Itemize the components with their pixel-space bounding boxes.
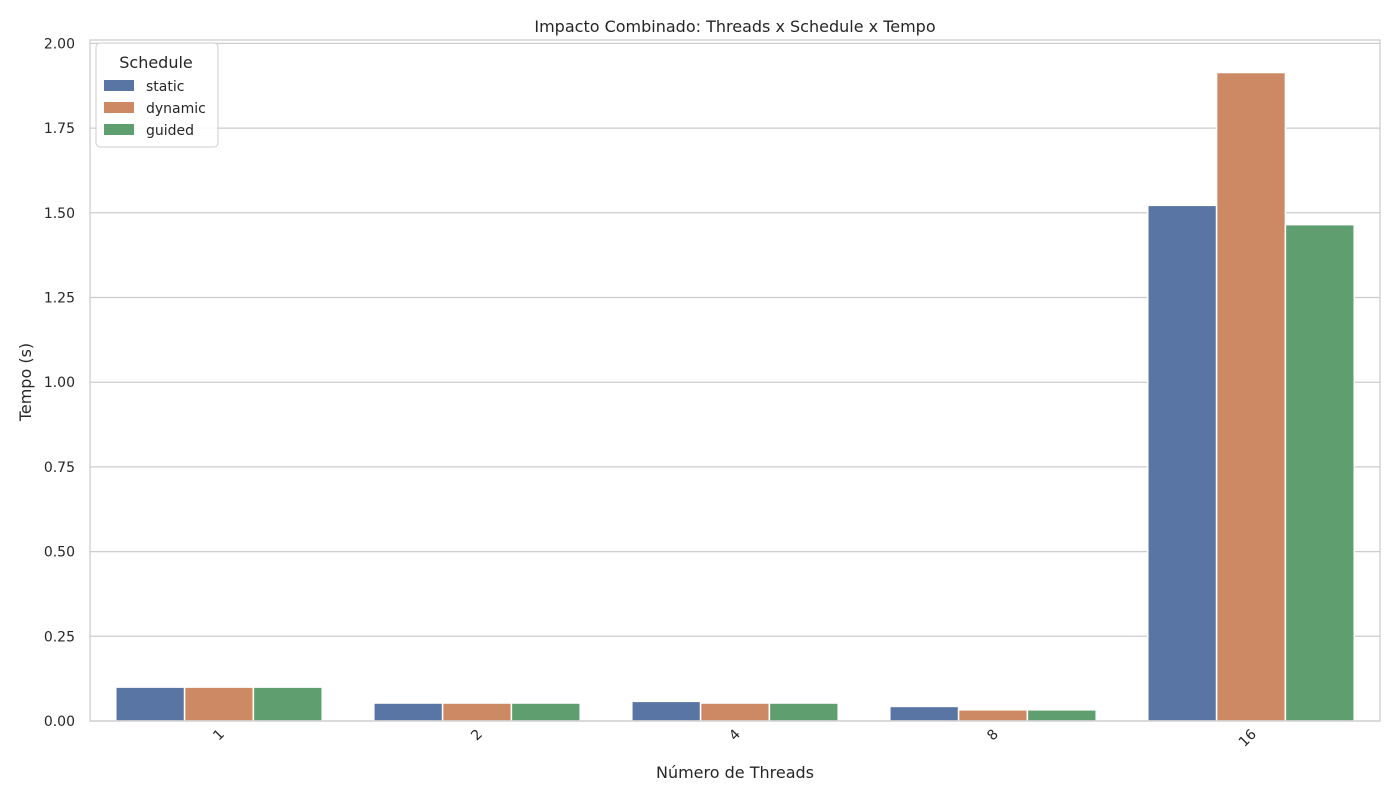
x-tick-label: 4 bbox=[726, 726, 744, 744]
x-axis: 1 2 4 8 16 bbox=[210, 726, 1260, 750]
y-tick-label: 1.75 bbox=[44, 121, 75, 137]
bar-guided-2 bbox=[510, 702, 581, 722]
legend-label-static: static bbox=[146, 79, 184, 95]
y-axis: 0.00 0.25 0.50 0.75 1.00 1.25 1.50 1.75 2.00 bbox=[44, 36, 75, 730]
y-tick-label: 0.00 bbox=[44, 714, 75, 730]
y-tick-label: 0.50 bbox=[44, 545, 75, 561]
bar-guided-1 bbox=[252, 686, 323, 722]
bar-guided-8 bbox=[1026, 709, 1097, 722]
grid-lines bbox=[90, 42, 1380, 722]
legend-swatch-dynamic bbox=[104, 102, 134, 113]
x-axis-label: Número de Threads bbox=[656, 763, 814, 782]
bar-dynamic-8 bbox=[957, 709, 1029, 722]
bar-static-8 bbox=[889, 705, 960, 722]
chart-title: Impacto Combinado: Threads x Schedule x … bbox=[534, 17, 935, 36]
y-tick-label: 1.50 bbox=[44, 206, 75, 222]
bar-static-2 bbox=[373, 702, 444, 722]
plot-frame bbox=[89, 39, 1381, 722]
bar-static-1 bbox=[115, 686, 186, 722]
bar-guided-4 bbox=[768, 702, 839, 722]
bar-dynamic-1 bbox=[183, 686, 255, 722]
x-tick-label: 16 bbox=[1236, 726, 1260, 750]
x-tick-label: 1 bbox=[210, 727, 228, 745]
legend-label-guided: guided bbox=[146, 123, 194, 139]
legend-box bbox=[95, 42, 219, 148]
bar-dynamic-2 bbox=[441, 702, 513, 722]
y-tick-label: 1.00 bbox=[44, 375, 75, 391]
y-tick-label: 2.00 bbox=[44, 36, 75, 52]
bar-static-16 bbox=[1147, 204, 1218, 722]
legend-label-dynamic: dynamic bbox=[146, 101, 206, 117]
legend-swatch-static bbox=[104, 80, 134, 91]
x-tick-label: 8 bbox=[984, 727, 1002, 745]
bars bbox=[115, 71, 1355, 722]
bar-static-4 bbox=[631, 700, 702, 722]
y-tick-label: 0.75 bbox=[44, 460, 75, 476]
y-tick-label: 0.25 bbox=[44, 629, 75, 645]
y-tick-label: 1.25 bbox=[44, 290, 75, 306]
legend-swatch-guided bbox=[104, 124, 134, 135]
legend: Schedule static dynamic guided bbox=[95, 42, 219, 148]
x-tick-label: 2 bbox=[468, 727, 486, 745]
legend-title: Schedule bbox=[119, 53, 193, 72]
bar-guided-16 bbox=[1284, 223, 1355, 722]
bar-dynamic-16 bbox=[1215, 71, 1287, 722]
y-axis-label: Tempo (s) bbox=[16, 343, 35, 422]
bar-dynamic-4 bbox=[699, 702, 771, 722]
